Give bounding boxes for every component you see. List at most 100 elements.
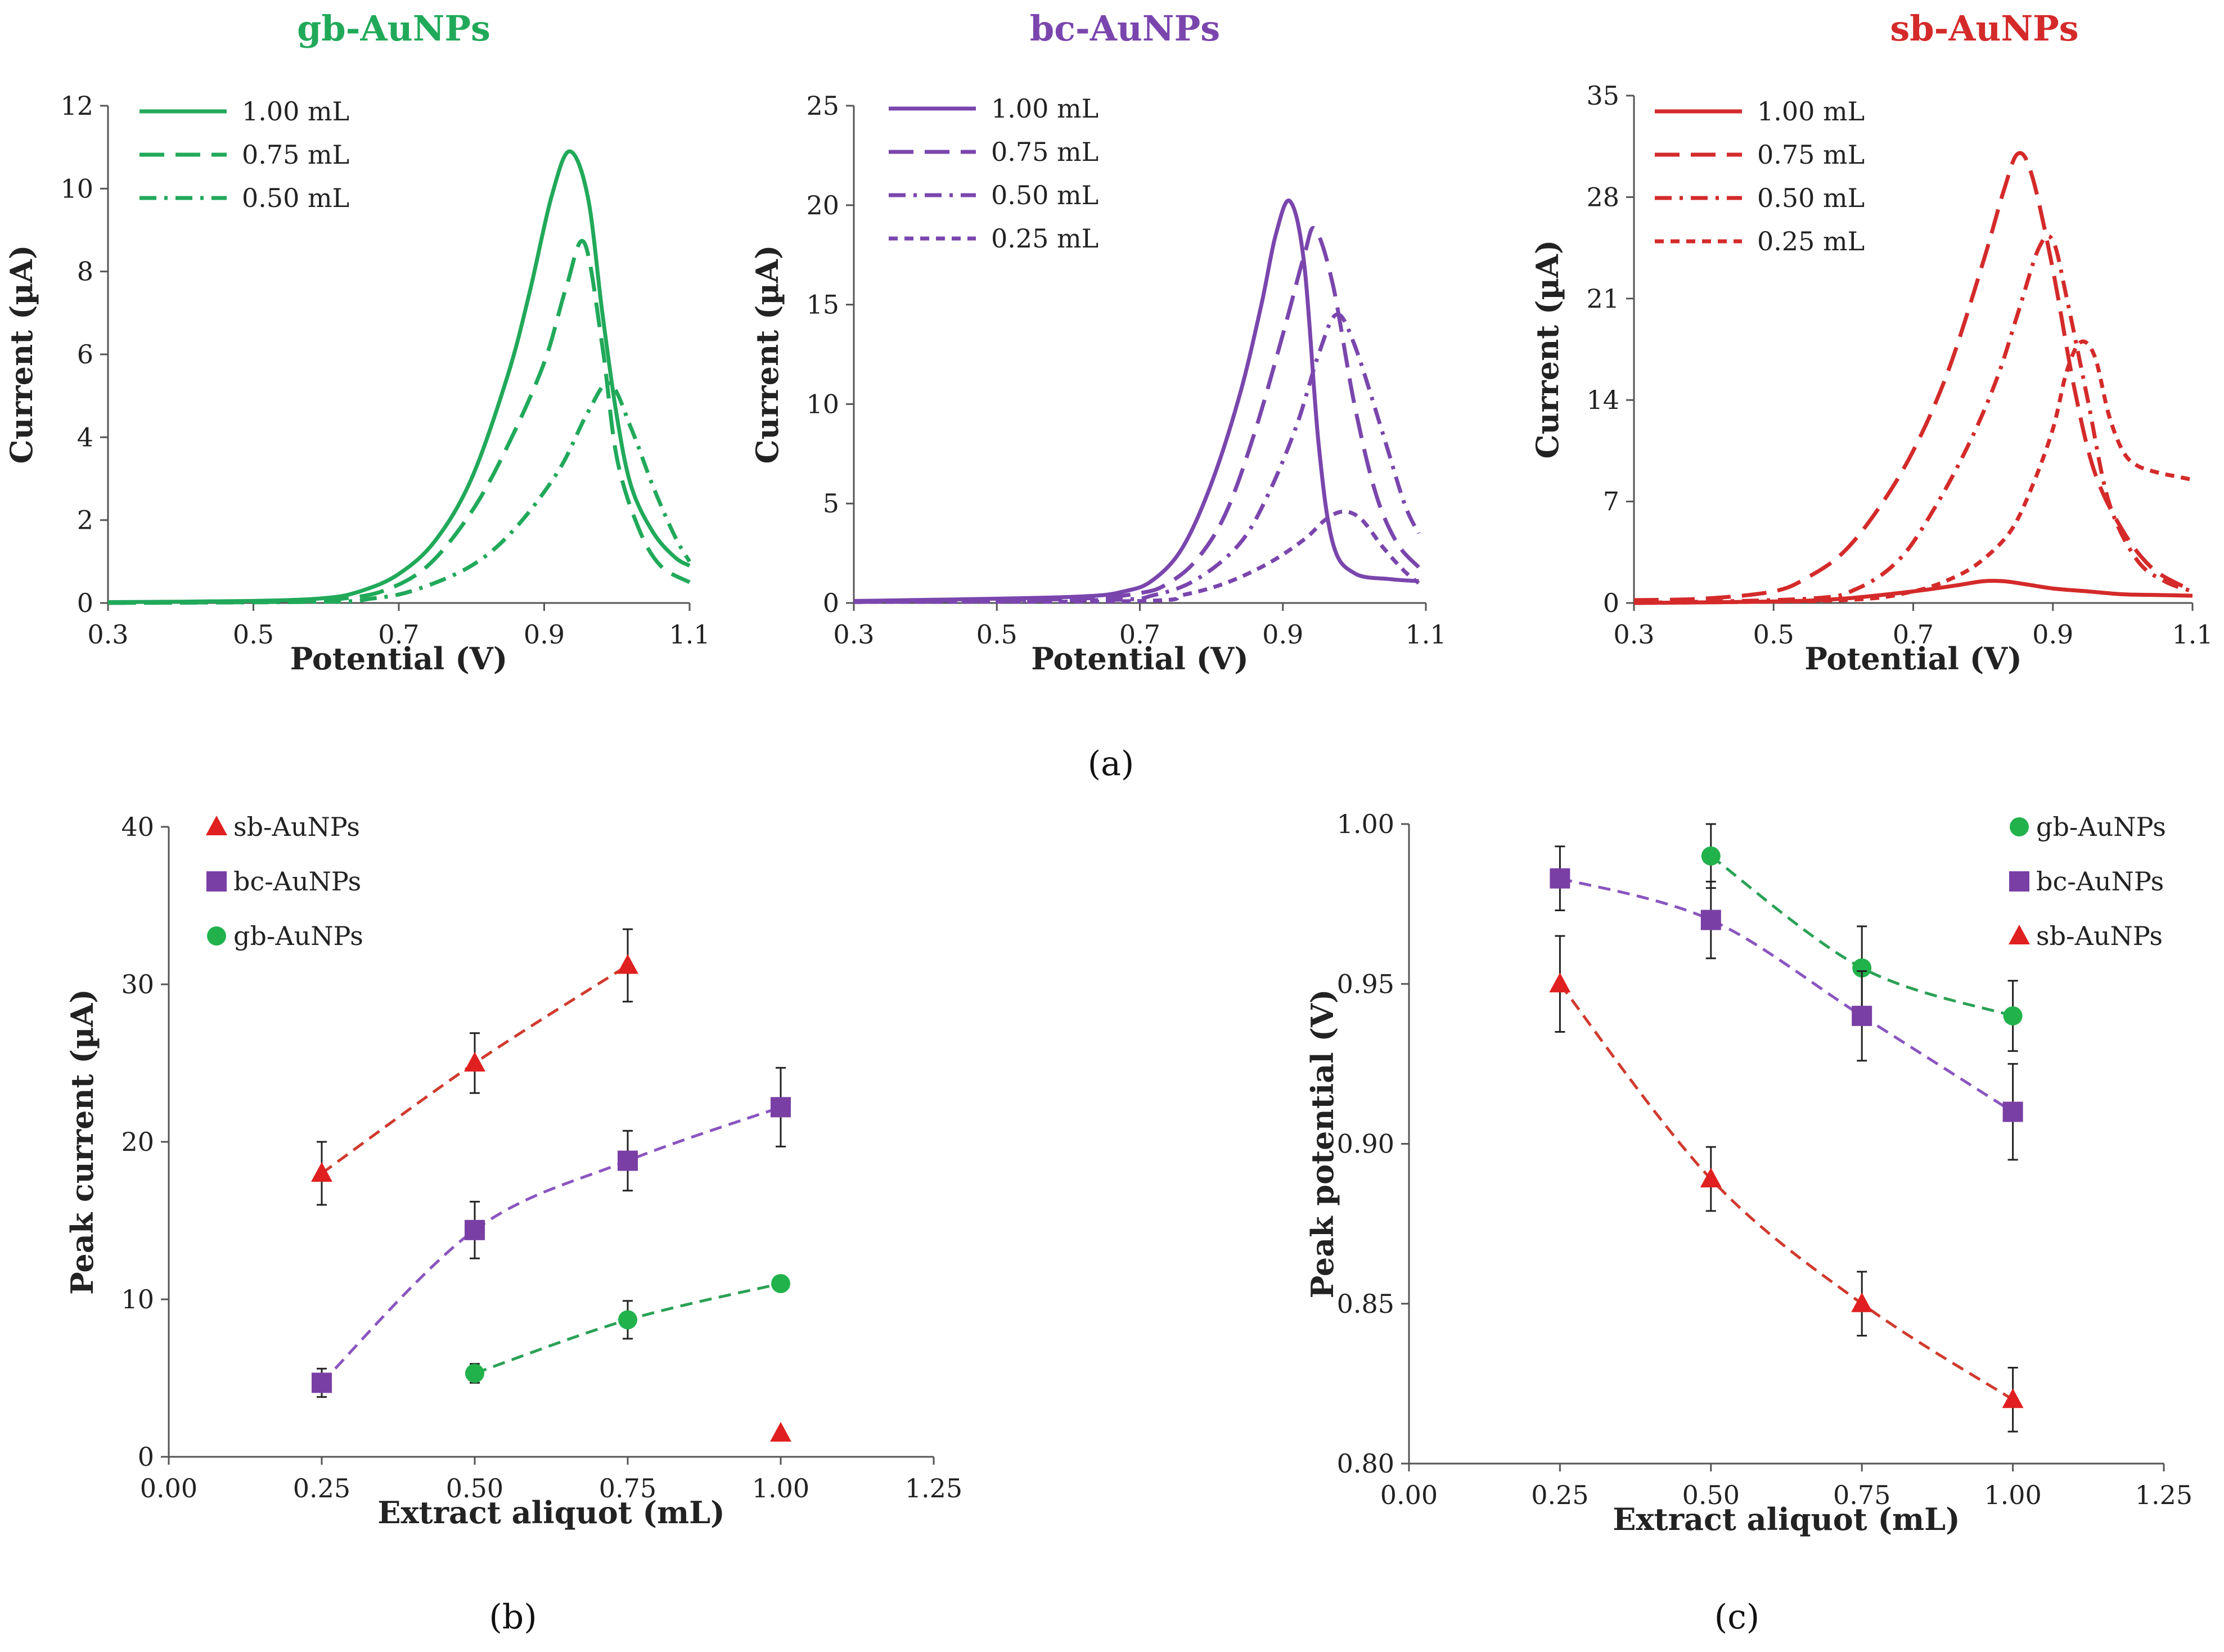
y-tick-label: 14 [1586,385,1619,415]
data-point-sb-AuNPs [617,954,638,974]
data-point-sb-AuNPs [1700,1168,1722,1188]
data-point-sb-AuNPs [1851,1292,1873,1312]
data-point-gb-AuNPs [465,1363,484,1383]
y-tick-label: 5 [823,488,839,519]
series-line-0-50-mL [1633,234,2194,605]
series-line-0-50-mL [107,381,692,605]
data-point-bc-AuNPs [771,1097,791,1118]
caption-a: (a) [1088,744,1134,784]
data-point-gb-AuNPs [771,1274,790,1293]
x-tick-label: 0.25 [1531,1480,1588,1510]
x-tick-label: 0.5 [976,619,1018,650]
x-tick-label: 0.3 [87,619,128,650]
legend-label: 0.50 mL [991,180,1099,210]
y-tick-label: 35 [1586,80,1619,111]
y-tick-label: 21 [1586,283,1619,314]
panel-a-sb-aunps: 0 7 14 21 28 35 0.3 0.5 0.7 0.9 1.1 Potential (V) Cu… [1529,8,2213,677]
trend-line-bc-AuNPs [321,1106,781,1384]
panel-title: gb-AuNPs [297,8,490,49]
y-tick-label: 30 [121,969,154,1000]
y-tick-label: 10 [60,173,93,204]
legend-label: gb-AuNPs [2036,812,2166,842]
series-line-0-75-mL [107,238,691,605]
x-axis-label: Extract aliquot (mL) [377,1495,724,1531]
x-axis-label: Potential (V) [290,641,508,677]
x-tick-label: 1.25 [2135,1480,2193,1510]
series-line-0-75-mL [853,226,1420,603]
legend-marker [206,816,227,835]
legend-label: 1.00 mL [242,96,349,127]
legend-label: 0.50 mL [242,183,349,213]
caption-b: (b) [489,1597,537,1637]
y-tick-label: 28 [1586,182,1619,212]
x-tick-label: 0.7 [1893,619,1934,650]
y-tick-label: 0 [138,1442,154,1472]
x-axis-label: Potential (V) [1031,641,1249,677]
x-tick-label: 0.00 [140,1473,197,1504]
legend-label: 0.75 mL [1757,139,1865,170]
y-tick-label: 0 [77,588,93,618]
y-tick-label: 20 [121,1127,154,1157]
data-point-gb-AuNPs [1852,958,1872,978]
legend-label: 0.50 mL [1757,183,1865,213]
legend-label: 0.25 mL [991,223,1099,254]
x-tick-label: 1.1 [669,619,710,650]
y-axis-label: Current (µA) [3,245,39,463]
x-tick-label: 0.9 [524,619,565,650]
y-tick-label: 0.95 [1337,969,1394,999]
x-tick-label: 1.1 [2172,619,2213,650]
x-tick-label: 1.00 [1984,1480,2041,1510]
x-tick-label: 0.3 [1613,619,1654,650]
data-point-bc-AuNPs [1550,868,1570,889]
x-tick-label: 1.00 [752,1473,809,1504]
x-tick-label: 0.3 [833,619,874,650]
legend-marker [2009,925,2030,944]
y-tick-label: 15 [806,290,839,320]
y-tick-label: 0.90 [1337,1129,1394,1159]
panel-title: sb-AuNPs [1890,8,2078,49]
series-line-0-25-mL [1633,339,2193,605]
panel-b-peak-current: 0 10 20 30 40 0.00 0.25 0.50 0.75 1.00 1.25 Extract… [64,812,962,1531]
legend-marker [207,926,226,946]
panel-title: bc-AuNPs [1030,8,1220,49]
series-line-1-00-mL [1633,579,2193,605]
x-tick-label: 0.25 [293,1473,350,1504]
legend-label: bc-AuNPs [2036,866,2164,897]
data-point-gb-AuNPs [2003,1006,2023,1026]
x-tick-label: 0.00 [1380,1480,1438,1510]
data-point-gb-AuNPs [618,1310,637,1330]
x-tick-label: 0.7 [378,619,419,650]
x-tick-label: 0.7 [1119,619,1160,650]
legend-label: 0.25 mL [1757,226,1865,256]
data-point-sb-AuNPs [770,1422,791,1442]
data-point-bc-AuNPs [1852,1006,1872,1027]
data-point-sb-AuNPs [311,1162,332,1182]
data-point-bc-AuNPs [618,1150,638,1171]
legend-label: 1.00 mL [991,93,1099,124]
x-axis-label: Potential (V) [1804,641,2022,677]
caption-c: (c) [1714,1597,1759,1637]
x-tick-label: 0.5 [1753,619,1794,650]
y-axis-label: Current (µA) [749,245,785,463]
panel-a-gb-aunps: 0 2 4 6 8 10 12 0.3 0.5 0.7 0.9 1.1 Potential (V) Cur… [3,8,710,677]
trend-line-bc-AuNPs [1559,877,2014,1113]
series-line-1-00-mL [853,198,1419,603]
x-tick-label: 0.5 [233,619,274,650]
x-tick-label: 0.75 [1833,1480,1890,1510]
y-tick-label: 0 [823,588,839,618]
legend-label: 0.75 mL [242,139,349,170]
x-tick-label: 1.25 [905,1473,962,1504]
y-tick-label: 12 [60,91,93,121]
x-tick-label: 0.75 [599,1473,656,1504]
x-tick-label: 1.1 [1405,619,1446,650]
y-tick-label: 1.00 [1337,809,1394,839]
legend-label: 1.00 mL [1757,96,1865,127]
y-tick-label: 4 [77,422,93,452]
y-tick-label: 10 [806,389,839,419]
y-tick-label: 0.80 [1337,1448,1394,1479]
x-axis-label: Extract aliquot (mL) [1613,1501,1960,1537]
legend-marker [2009,871,2029,892]
data-point-sb-AuNPs [2002,1388,2024,1408]
y-axis-label: Current (µA) [1529,240,1565,458]
